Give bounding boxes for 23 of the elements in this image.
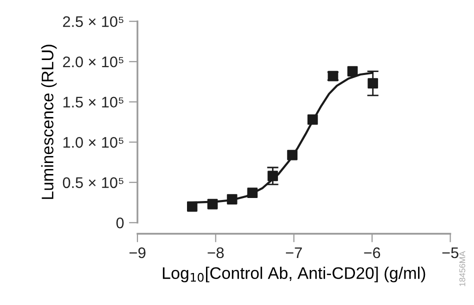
x-tick-label: −7 (286, 248, 302, 258)
y-axis-title: Luminescence (RLU) (41, 44, 57, 199)
point (368, 78, 378, 89)
x-tick-label: −9 (130, 247, 146, 258)
point (187, 201, 198, 212)
point (287, 150, 298, 160)
point (307, 114, 318, 125)
y-tick-label: 0 (116, 218, 124, 228)
x-axis-title: Log$_{10}$[Control Ab, Anti-CD20] (g/ml) (162, 266, 426, 282)
y-tick-label: 2.0 × 10⁵ (63, 56, 124, 68)
point (226, 194, 238, 204)
point (347, 66, 358, 76)
y-tick-label: 2.5 × 10⁵ (63, 16, 124, 28)
x-tick-label: −6 (364, 247, 380, 258)
x-tick-label: −8 (208, 247, 224, 258)
point (268, 170, 278, 182)
y-tick-label: 0.5 × 10⁵ (62, 177, 124, 188)
x-tick-label: −5 (442, 248, 458, 258)
y-tick-label: 1.5 × 10⁵ (63, 96, 124, 108)
y-tick-label: 1.0 × 10⁵ (63, 137, 124, 148)
point (247, 188, 258, 198)
text: 18456MA (459, 251, 466, 286)
point (207, 198, 218, 210)
